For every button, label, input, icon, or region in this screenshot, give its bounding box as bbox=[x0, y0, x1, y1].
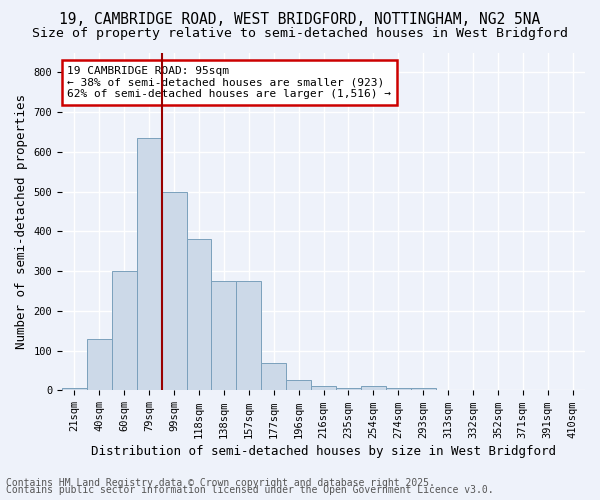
Text: Contains HM Land Registry data © Crown copyright and database right 2025.: Contains HM Land Registry data © Crown c… bbox=[6, 478, 435, 488]
Bar bbox=[236, 281, 261, 390]
Bar bbox=[410, 388, 436, 390]
Text: Size of property relative to semi-detached houses in West Bridgford: Size of property relative to semi-detach… bbox=[32, 28, 568, 40]
Bar bbox=[187, 240, 211, 390]
Bar bbox=[211, 281, 236, 390]
Bar bbox=[261, 362, 286, 390]
Bar bbox=[87, 338, 112, 390]
Bar bbox=[112, 271, 137, 390]
Bar bbox=[386, 388, 410, 390]
Bar bbox=[62, 388, 87, 390]
Y-axis label: Number of semi-detached properties: Number of semi-detached properties bbox=[15, 94, 28, 349]
Bar bbox=[137, 138, 161, 390]
Bar bbox=[336, 388, 361, 390]
Text: 19 CAMBRIDGE ROAD: 95sqm
← 38% of semi-detached houses are smaller (923)
62% of : 19 CAMBRIDGE ROAD: 95sqm ← 38% of semi-d… bbox=[67, 66, 391, 99]
Bar bbox=[161, 192, 187, 390]
Bar bbox=[361, 386, 386, 390]
Text: Contains public sector information licensed under the Open Government Licence v3: Contains public sector information licen… bbox=[6, 485, 494, 495]
Bar bbox=[286, 380, 311, 390]
Text: 19, CAMBRIDGE ROAD, WEST BRIDGFORD, NOTTINGHAM, NG2 5NA: 19, CAMBRIDGE ROAD, WEST BRIDGFORD, NOTT… bbox=[59, 12, 541, 28]
Bar bbox=[311, 386, 336, 390]
X-axis label: Distribution of semi-detached houses by size in West Bridgford: Distribution of semi-detached houses by … bbox=[91, 444, 556, 458]
